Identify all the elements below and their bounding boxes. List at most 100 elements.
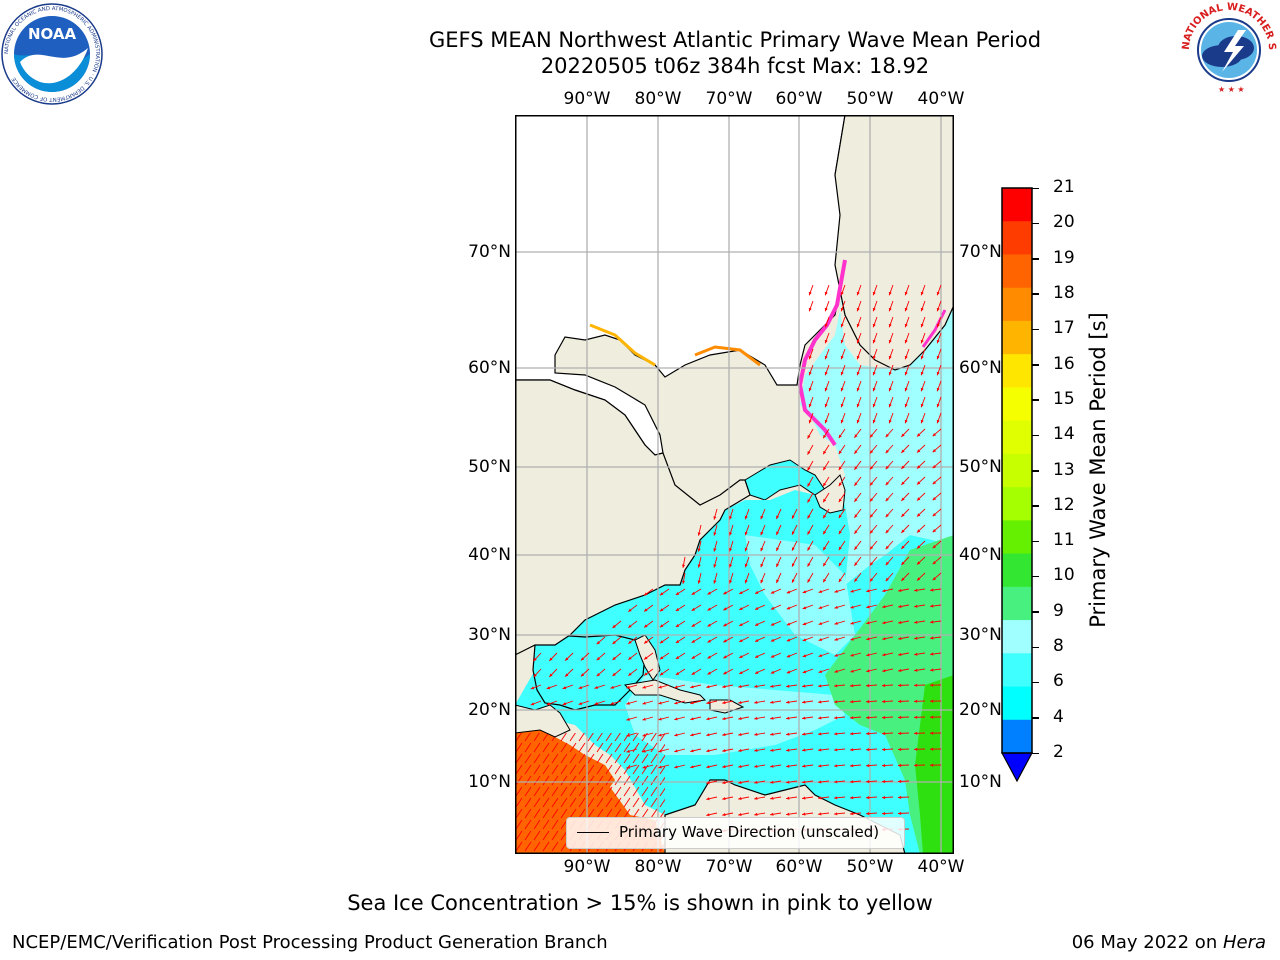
wave-arrow-head	[675, 608, 680, 611]
wave-arrow-head	[901, 545, 905, 549]
wave-arrow-head	[792, 547, 795, 551]
wave-arrow-head	[856, 419, 860, 424]
wave-arrow-head	[882, 779, 886, 784]
legend-line-icon	[577, 832, 609, 833]
wave-arrow-head	[882, 795, 886, 800]
wave-arrow-head	[786, 590, 791, 594]
wave-arrow-head	[546, 702, 551, 706]
wave-arrow-head	[932, 577, 937, 581]
wave-arrow-head	[675, 640, 680, 643]
wave-arrow-head	[920, 355, 924, 360]
wave-arrow-head	[866, 637, 870, 641]
colorbar-tick-label: 2	[1053, 742, 1064, 762]
wave-arrow-head	[856, 387, 860, 392]
wave-arrow-head	[770, 732, 774, 736]
wave-arrow-head	[744, 579, 748, 584]
wave-arrow-head	[786, 684, 790, 688]
wave-arrow-head	[770, 700, 774, 704]
wave-arrow-head	[823, 578, 827, 583]
colorbar-segment	[1002, 287, 1032, 322]
wave-arrow-head	[770, 716, 774, 720]
wave-arrow-head	[936, 291, 940, 296]
colorbar-tick-label: 17	[1053, 318, 1075, 339]
wave-arrow-head	[754, 780, 758, 784]
wave-arrow-head	[870, 466, 874, 470]
wave-arrow-head	[691, 591, 696, 595]
wave-arrow-head	[691, 671, 696, 675]
wave-arrow-head	[930, 636, 934, 640]
colorbar-tick-mark	[1032, 293, 1039, 295]
colorbar-segment	[1002, 653, 1032, 688]
wave-arrow-head	[824, 387, 828, 392]
colorbar-segment	[1002, 453, 1032, 488]
wave-arrow-head	[802, 748, 806, 752]
wave-arrow-head	[838, 450, 842, 455]
wave-arrow-head	[870, 434, 874, 438]
wave-arrow-head	[802, 796, 806, 800]
wave-arrow-head	[901, 561, 905, 565]
footer-machine: Hera	[1222, 932, 1266, 953]
wave-arrow-head	[898, 604, 902, 608]
wave-arrow-head	[770, 638, 775, 642]
wave-arrow-head	[904, 371, 908, 376]
wave-arrow-head	[930, 652, 934, 656]
wave-arrow-head	[818, 732, 822, 736]
wave-arrow-head	[530, 686, 535, 690]
wave-arrow-head	[901, 465, 905, 469]
wave-arrow-head	[930, 683, 934, 687]
wave-arrow-head	[882, 683, 886, 688]
map-legend: Primary Wave Direction (unscaled)	[566, 817, 905, 849]
wave-arrow-head	[856, 403, 860, 408]
wave-arrow-head	[792, 563, 795, 567]
wave-arrow-head	[713, 564, 717, 568]
colorbar-tick-label: 10	[1053, 565, 1075, 586]
wave-arrow-head	[823, 482, 827, 487]
wave-arrow-head	[856, 307, 860, 312]
wave-arrow-head	[722, 749, 726, 753]
wave-arrow-head	[808, 371, 812, 376]
wave-arrow-head	[936, 323, 940, 328]
wave-arrow-head	[674, 685, 678, 689]
wave-arrow-head	[932, 481, 937, 485]
wave-arrow-head	[723, 671, 727, 675]
wave-arrow-head	[920, 387, 924, 392]
wave-arrow-head	[904, 307, 908, 312]
wave-arrow-head	[565, 657, 569, 661]
wave-arrow-head	[690, 685, 694, 689]
wave-arrow-head	[882, 731, 886, 736]
wave-arrow-head	[786, 764, 790, 768]
wave-arrow-head	[807, 483, 811, 487]
wave-arrow-head	[594, 685, 598, 689]
wave-arrow-head	[786, 654, 791, 658]
wave-arrow-head	[870, 562, 874, 566]
wave-arrow-head	[626, 701, 630, 705]
wave-arrow-head	[824, 307, 828, 312]
wave-arrow-head	[546, 686, 551, 690]
wave-arrow-head	[917, 497, 921, 501]
wave-arrow-head	[866, 780, 870, 784]
wave-arrow-head	[722, 733, 726, 737]
wave-arrow-head	[882, 637, 886, 641]
wave-arrow-head	[917, 513, 921, 517]
wave-arrow-head	[888, 339, 892, 344]
wave-arrow-head	[770, 780, 774, 784]
wave-arrow-head	[824, 291, 828, 296]
colorbar-tick-label: 16	[1053, 353, 1075, 374]
wave-arrow-head	[690, 717, 694, 721]
wave-arrow-head	[854, 562, 858, 566]
wave-arrow-head	[904, 387, 908, 392]
wave-arrow-head	[642, 765, 646, 769]
colorbar-tick-label: 9	[1053, 600, 1064, 621]
wave-arrow-head	[802, 654, 807, 658]
lon-label-bottom: 70°W	[705, 857, 753, 877]
wave-arrow-head	[824, 403, 828, 408]
lat-label-right: 30°N	[959, 625, 1002, 645]
wave-arrow-head	[920, 323, 924, 328]
lon-label-bottom: 60°W	[775, 857, 823, 877]
wave-arrow-head	[866, 716, 870, 720]
colorbar-tick-mark	[1032, 646, 1039, 649]
wave-arrow-head	[920, 419, 924, 424]
wave-arrow-head	[723, 607, 727, 611]
wave-arrow-head	[658, 685, 662, 689]
wave-arrow-head	[917, 433, 921, 437]
